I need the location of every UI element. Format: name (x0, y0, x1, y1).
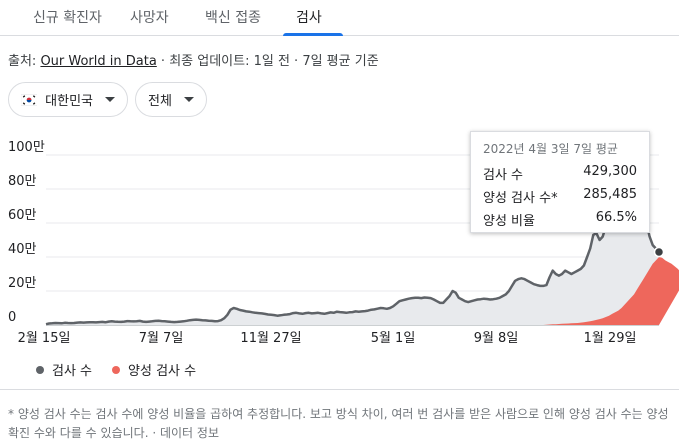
chevron-down-icon (183, 97, 194, 102)
tooltip-date: 2022년 4월 3일 7일 평균 (483, 142, 618, 156)
tooltip-row-positive: 양성 검사 수* 285,485 (483, 187, 637, 207)
tooltip-label: 검사 수 (483, 168, 524, 183)
scope-dropdown[interactable]: 전체 (135, 82, 207, 117)
chart-tooltip: 2022년 4월 3일 7일 평균 검사 수 429,300 양성 검사 수* … (470, 131, 650, 233)
source-prefix: 출처: (8, 54, 41, 69)
chevron-down-icon (105, 97, 115, 102)
x-axis: 2월 15일 7월 7일 11월 27일 5월 1일 9월 8일 1월 29일 (18, 331, 637, 346)
legend-tests: 검사 수 (36, 360, 92, 379)
tooltip-value: 66.5% (595, 210, 637, 225)
hover-point (653, 246, 665, 258)
x-tick-label: 9월 8일 (474, 331, 519, 346)
tab-bar: 신규 확진자 사망자 백신 접종 검사 (0, 0, 679, 36)
legend-tests-label: 검사 수 (52, 364, 93, 379)
tooltip-value: 285,485 (583, 187, 637, 202)
region-dropdown[interactable]: 대한민국 (8, 82, 128, 117)
y-tick-label: 80만 (8, 174, 37, 189)
y-tick-label: 100만 (8, 140, 45, 155)
x-tick-label: 1월 29일 (584, 331, 637, 346)
legend-dot-icon (112, 365, 121, 374)
y-tick-label: 20만 (8, 276, 37, 291)
x-tick-label: 11월 27일 (240, 331, 301, 346)
active-tab-indicator (283, 33, 343, 36)
tooltip-row-tests: 검사 수 429,300 (483, 164, 637, 184)
data-info-link[interactable]: 데이터 정보 (159, 426, 219, 440)
source-line: 출처: Our World in Data · 최종 업데이트: 1일 전 · … (8, 50, 379, 69)
positive-tests-area (46, 257, 679, 325)
tooltip-value: 429,300 (583, 164, 637, 179)
tooltip-label: 양성 검사 수* (483, 191, 558, 206)
tooltip-row-rate: 양성 비율 66.5% (483, 210, 637, 230)
footnote-text: * 양성 검사 수는 검사 수에 양성 비율을 곱하여 추정합니다. 보고 방식… (8, 407, 669, 440)
scope-value: 전체 (148, 94, 172, 109)
source-link[interactable]: Our World in Data (40, 54, 157, 69)
divider (0, 389, 679, 390)
tooltip-label: 양성 비율 (483, 214, 535, 229)
tests-line (45, 184, 660, 326)
y-axis: 0 20만 40만 60만 80만 100만 (8, 140, 45, 325)
tab-vaccinations[interactable]: 백신 접종 (205, 10, 261, 26)
korea-flag-icon (21, 93, 38, 106)
x-tick-label: 2월 15일 (18, 331, 71, 346)
legend-positive-label: 양성 검사 수 (128, 364, 197, 379)
x-tick-label: 5월 1일 (371, 331, 416, 346)
legend-dot-icon (36, 365, 44, 374)
region-value: 대한민국 (45, 94, 93, 109)
source-suffix: · 최종 업데이트: 1일 전 · 7일 평균 기준 (156, 54, 379, 69)
tab-tests[interactable]: 검사 (296, 10, 322, 26)
tab-deaths[interactable]: 사망자 (130, 10, 169, 26)
tab-new-cases[interactable]: 신규 확진자 (33, 10, 102, 26)
x-tick-label: 7월 7일 (139, 331, 184, 346)
chart-legend: 검사 수 양성 검사 수 (36, 360, 216, 379)
tests-area (46, 185, 659, 325)
legend-positive: 양성 검사 수 (112, 360, 196, 379)
y-tick-label: 40만 (8, 242, 37, 257)
y-tick-label: 0 (8, 310, 16, 325)
y-tick-label: 60만 (8, 208, 37, 223)
footnote: * 양성 검사 수는 검사 수에 양성 비율을 곱하여 추정합니다. 보고 방식… (8, 405, 678, 441)
